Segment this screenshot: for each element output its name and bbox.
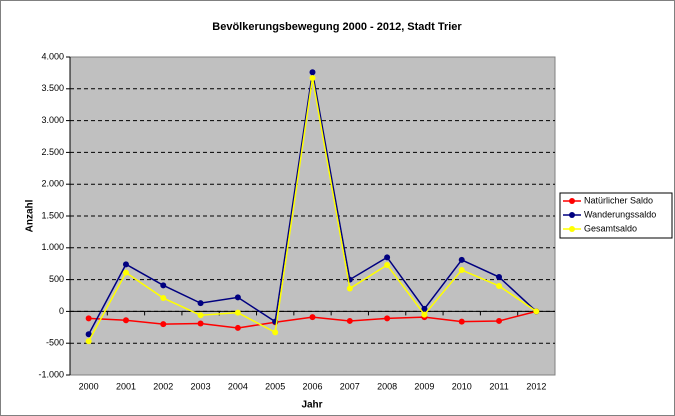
- y-tick-label: -500: [46, 338, 64, 348]
- point: [122, 317, 129, 324]
- point: [234, 324, 241, 331]
- point: [197, 320, 204, 327]
- point: [346, 317, 353, 324]
- point: [160, 321, 167, 328]
- y-tick-label: 1.000: [41, 242, 64, 252]
- x-axis-title: Jahr: [301, 400, 322, 411]
- y-tick-label: 2.000: [41, 179, 64, 189]
- point: [309, 69, 316, 76]
- point: [234, 294, 241, 301]
- x-tick-label: 2008: [377, 381, 397, 391]
- y-tick-label: 1.500: [41, 210, 64, 220]
- point: [234, 309, 241, 316]
- x-tick-label: 2006: [302, 381, 322, 391]
- y-axis-title: Anzahl: [25, 199, 36, 232]
- point: [122, 269, 129, 276]
- point: [122, 261, 129, 268]
- x-tick-label: 2001: [116, 381, 136, 391]
- x-tick-label: 2005: [265, 381, 285, 391]
- y-tick-label: -1.000: [38, 369, 64, 379]
- x-tick-label: 2003: [191, 381, 211, 391]
- point: [458, 318, 465, 325]
- point: [384, 261, 391, 268]
- point: [384, 315, 391, 322]
- point: [309, 74, 316, 81]
- chart-title: Bevölkerungsbewegung 2000 - 2012, Stadt …: [212, 21, 462, 33]
- legend-label: Gesamtsaldo: [584, 223, 637, 233]
- y-tick-label: 2.500: [41, 147, 64, 157]
- x-tick-label: 2002: [153, 381, 173, 391]
- point: [421, 305, 428, 312]
- point: [384, 254, 391, 261]
- point: [272, 329, 279, 336]
- legend-marker: [569, 198, 575, 204]
- y-tick-label: 3.500: [41, 83, 64, 93]
- point: [85, 338, 92, 345]
- x-tick-label: 2011: [489, 381, 508, 391]
- x-tick-label: 2010: [452, 381, 472, 391]
- point: [197, 300, 204, 307]
- point: [421, 311, 428, 318]
- x-tick-label: 2009: [414, 381, 434, 391]
- point: [160, 282, 167, 289]
- y-tick-label: 4.000: [41, 51, 64, 61]
- point: [458, 256, 465, 263]
- legend-marker: [569, 212, 575, 218]
- x-tick-label: 2007: [340, 381, 360, 391]
- y-tick-label: 3.000: [41, 115, 64, 125]
- x-tick-label: 2012: [526, 381, 546, 391]
- point: [496, 274, 503, 281]
- y-tick-label: 500: [49, 274, 64, 284]
- point: [85, 331, 92, 338]
- point: [496, 282, 503, 289]
- point: [458, 267, 465, 274]
- x-tick-label: 2004: [228, 381, 248, 391]
- point: [197, 312, 204, 319]
- point: [160, 295, 167, 302]
- point: [309, 314, 316, 321]
- point: [346, 285, 353, 292]
- y-tick-label: 0: [59, 306, 64, 316]
- legend-label: Wanderungssaldo: [584, 209, 656, 219]
- point: [533, 308, 540, 315]
- legend-marker: [569, 226, 575, 232]
- point: [496, 317, 503, 324]
- x-tick-label: 2000: [79, 381, 99, 391]
- legend-label: Natürlicher Saldo: [584, 195, 653, 205]
- point: [85, 315, 92, 322]
